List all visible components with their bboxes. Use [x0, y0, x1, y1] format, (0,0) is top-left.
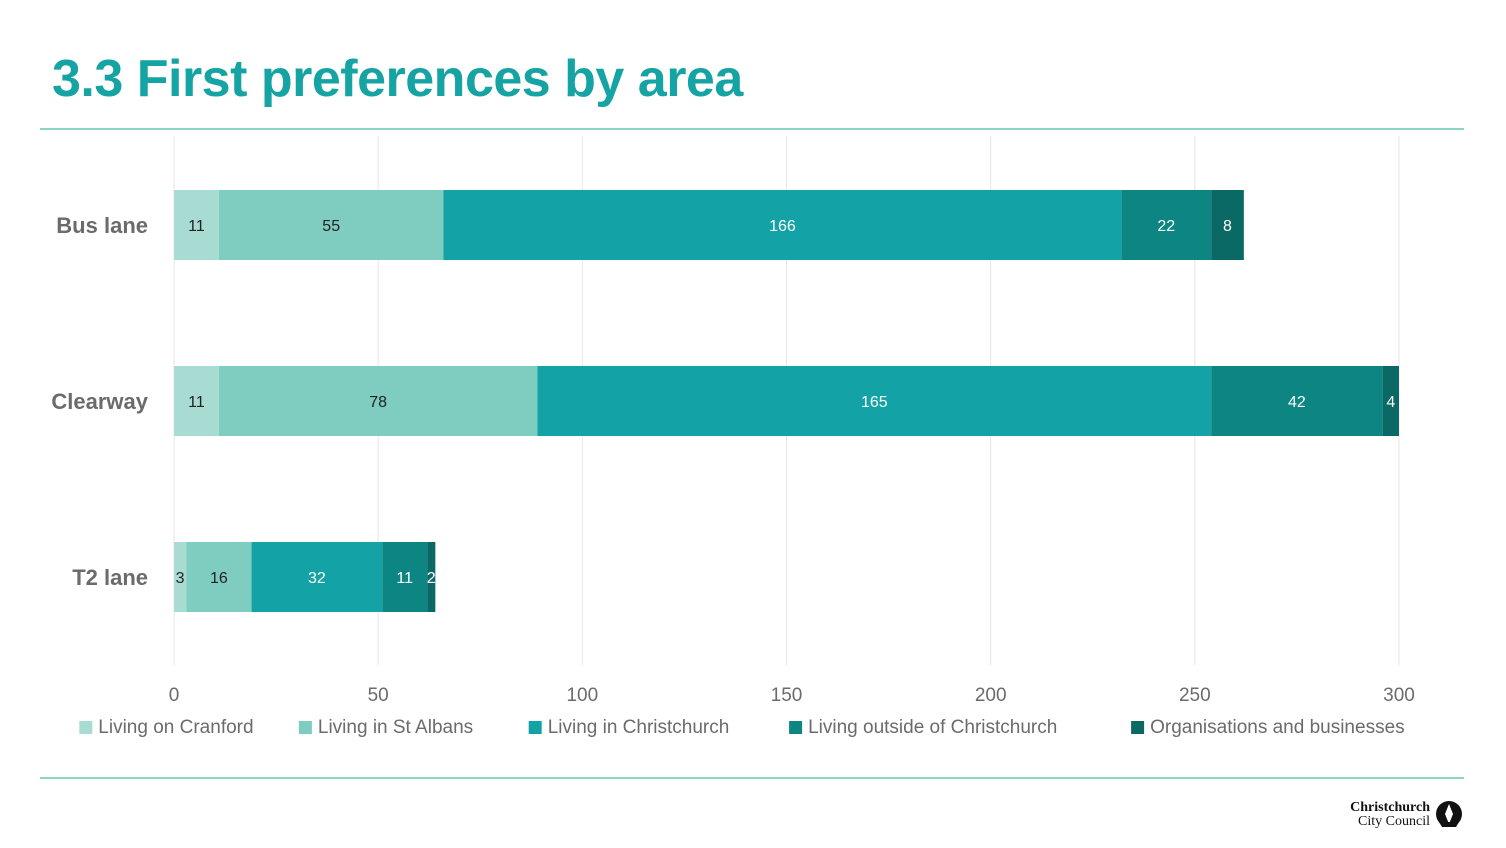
- legend-swatch: [789, 721, 803, 734]
- data-label: 55: [322, 218, 340, 235]
- x-tick-label: 200: [975, 685, 1007, 706]
- data-label: 11: [188, 218, 205, 235]
- bar-segment: [427, 542, 436, 612]
- x-tick-label: 150: [771, 685, 803, 706]
- legend-swatch: [1131, 721, 1145, 734]
- legend-label: Living in St Albans: [318, 717, 473, 738]
- data-label: 3: [176, 570, 185, 587]
- x-tick-label: 50: [368, 685, 389, 706]
- data-label: 78: [369, 394, 387, 411]
- christchurch-city-council-logo-icon: [1436, 801, 1462, 827]
- bar-segment: [382, 542, 428, 612]
- bar-segment: [174, 542, 187, 612]
- x-tick-label: 0: [169, 685, 180, 706]
- bar-segment: [1211, 366, 1383, 436]
- legend-label: Living outside of Christchurch: [808, 717, 1057, 738]
- bar-segment: [218, 190, 444, 260]
- bar-segment: [174, 190, 219, 260]
- bar-segment: [1211, 190, 1244, 260]
- data-label: 4: [1386, 394, 1395, 411]
- bar-segment: [251, 542, 383, 612]
- bar-segment: [537, 366, 1212, 436]
- data-label: 11: [396, 570, 413, 587]
- brand-logo: Christchurch City Council: [1350, 800, 1464, 830]
- data-label: 165: [861, 394, 888, 411]
- data-label: 32: [308, 570, 326, 587]
- x-tick-label: 100: [566, 685, 598, 706]
- category-label: Clearway: [51, 389, 148, 414]
- page-title: 3.3 First preferences by area: [52, 50, 743, 108]
- data-label: 42: [1288, 394, 1306, 411]
- brand-name-line2: City Council: [1358, 814, 1430, 829]
- data-label: 8: [1223, 218, 1232, 235]
- legend-swatch: [528, 721, 542, 734]
- bar-segment: [218, 366, 538, 436]
- data-label: 11: [188, 394, 205, 411]
- legend-swatch: [79, 721, 93, 734]
- category-label: Bus lane: [56, 213, 148, 238]
- stacked-bar-chart: 0 50 100 150 200 250 300 Bus lane Clearway T2 lan…: [51, 136, 1415, 738]
- data-label: 2: [427, 570, 436, 587]
- data-label: 22: [1157, 218, 1175, 235]
- x-tick-label: 250: [1179, 685, 1211, 706]
- data-label: 16: [210, 570, 228, 587]
- bar-segment: [1382, 366, 1399, 436]
- category-label: T2 lane: [72, 565, 148, 590]
- bar-segment: [1121, 190, 1212, 260]
- legend-swatch: [298, 721, 312, 734]
- bar-segment: [443, 190, 1122, 260]
- footer-divider: [40, 777, 1464, 779]
- title-divider: [40, 128, 1464, 130]
- legend-label: Living in Christchurch: [548, 717, 730, 738]
- data-label: 166: [769, 218, 796, 235]
- bar-segment: [174, 366, 219, 436]
- brand-name-line1: Christchurch: [1350, 800, 1430, 815]
- bar-segment: [186, 542, 252, 612]
- legend-label: Organisations and businesses: [1150, 717, 1405, 738]
- x-tick-label: 300: [1383, 685, 1415, 706]
- legend-label: Living on Cranford: [98, 717, 253, 738]
